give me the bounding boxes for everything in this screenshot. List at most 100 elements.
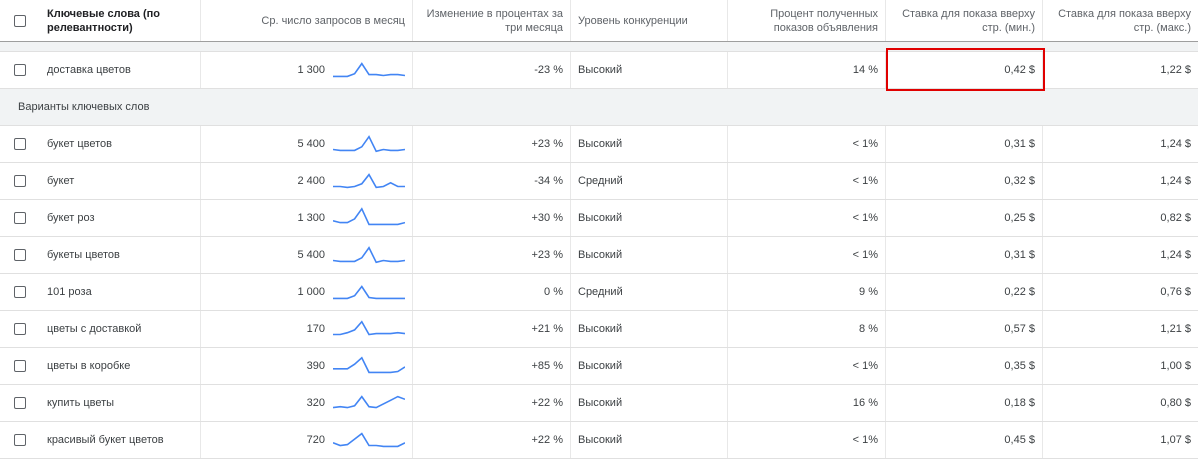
trend-sparkline — [333, 207, 405, 226]
bid-low-value: 0,31 $ — [1004, 249, 1035, 261]
trend-sparkline — [333, 173, 405, 189]
bid-low-value: 0,22 $ — [1004, 286, 1035, 298]
avg-value: 720 — [306, 434, 325, 446]
row-checkbox[interactable] — [14, 138, 26, 150]
share-cell: < 1% — [728, 422, 886, 458]
keyword-cell: красивый букет цветов — [40, 422, 201, 458]
change-cell: -23 % — [413, 52, 571, 88]
competition-cell: Средний — [571, 274, 728, 310]
row-checkbox[interactable] — [14, 286, 26, 298]
trend-sparkline — [333, 395, 405, 409]
header-impression-share[interactable]: Процент полученных показов объявления — [728, 0, 886, 41]
header-keyword[interactable]: Ключевые слова (по релевантности) — [40, 0, 201, 41]
bid-high-cell: 1,22 $ — [1043, 52, 1198, 88]
change-cell: +23 % — [413, 126, 571, 162]
select-all-checkbox[interactable] — [14, 14, 26, 27]
row-checkbox-cell — [0, 274, 40, 310]
group-heading: Варианты ключевых слов — [0, 89, 1198, 126]
header-share-label: Процент полученных показов объявления — [770, 7, 878, 34]
bid-low-cell: 0,57 $ — [886, 311, 1043, 347]
bid-low-cell: 0,42 $ — [886, 52, 1043, 88]
bid-high-cell: 0,76 $ — [1043, 274, 1198, 310]
competition-value: Высокий — [578, 397, 623, 409]
header-change[interactable]: Изменение в процентах за три месяца — [413, 0, 571, 41]
header-high-label: Ставка для показа вверху стр. (макс.) — [1058, 7, 1191, 34]
keyword-text: букеты цветов — [47, 249, 120, 261]
bid-low-value: 0,32 $ — [1004, 175, 1035, 187]
competition-value: Высокий — [578, 138, 623, 150]
row-checkbox-cell — [0, 52, 40, 88]
table-row: цветы в коробке 390 +85 % Высокий < 1% 0… — [0, 348, 1198, 385]
keyword-text: букет роз — [47, 212, 95, 224]
avg-value: 390 — [306, 360, 325, 372]
header-avg-label: Ср. число запросов в месяц — [261, 14, 405, 27]
avg-value: 1 300 — [297, 64, 325, 76]
header-spacer — [0, 42, 1198, 52]
row-checkbox[interactable] — [14, 397, 26, 409]
row-checkbox-cell — [0, 348, 40, 384]
trend-sparkline — [333, 135, 405, 153]
share-value: < 1% — [852, 249, 878, 261]
row-checkbox[interactable] — [14, 64, 26, 76]
keyword-cell: цветы с доставкой — [40, 311, 201, 347]
keyword-cell: цветы в коробке — [40, 348, 201, 384]
bid-low-value: 0,31 $ — [1004, 138, 1035, 150]
avg-cell: 5 400 — [201, 237, 413, 273]
header-bid-low[interactable]: Ставка для показа вверху стр. (мин.) — [886, 0, 1043, 41]
bid-high-cell: 1,00 $ — [1043, 348, 1198, 384]
table-header: Ключевые слова (по релевантности) Ср. чи… — [0, 0, 1198, 42]
keyword-text: красивый букет цветов — [47, 434, 164, 446]
keyword-text: купить цветы — [47, 397, 115, 409]
table-row: букет 2 400 -34 % Средний < 1% 0,32 $ 1,… — [0, 163, 1198, 200]
header-bid-high[interactable]: Ставка для показа вверху стр. (макс.) — [1043, 0, 1198, 41]
bid-high-value: 0,76 $ — [1160, 286, 1191, 298]
select-all-cell — [0, 0, 40, 41]
competition-cell: Высокий — [571, 126, 728, 162]
row-checkbox[interactable] — [14, 323, 26, 335]
keyword-cell: доставка цветов — [40, 52, 201, 88]
competition-value: Высокий — [578, 212, 623, 224]
competition-value: Высокий — [578, 64, 623, 76]
header-avg-searches[interactable]: Ср. число запросов в месяц — [201, 0, 413, 41]
bid-high-value: 1,24 $ — [1160, 249, 1191, 261]
change-cell: -34 % — [413, 163, 571, 199]
bid-high-cell: 0,82 $ — [1043, 200, 1198, 236]
keyword-cell: 101 роза — [40, 274, 201, 310]
header-keyword-label: Ключевые слова (по релевантности) — [47, 7, 161, 34]
bid-high-cell: 1,07 $ — [1043, 422, 1198, 458]
change-cell: +23 % — [413, 237, 571, 273]
change-value: -23 % — [534, 64, 563, 76]
bid-high-value: 0,80 $ — [1160, 397, 1191, 409]
bid-high-cell: 1,24 $ — [1043, 237, 1198, 273]
row-checkbox[interactable] — [14, 212, 26, 224]
table-row: букеты цветов 5 400 +23 % Высокий < 1% 0… — [0, 237, 1198, 274]
keyword-text: 101 роза — [47, 286, 92, 298]
bid-low-cell: 0,25 $ — [886, 200, 1043, 236]
bid-high-cell: 0,80 $ — [1043, 385, 1198, 421]
keyword-cell: букет роз — [40, 200, 201, 236]
keyword-text: букет — [47, 175, 75, 187]
row-checkbox[interactable] — [14, 249, 26, 261]
share-cell: < 1% — [728, 126, 886, 162]
share-value: < 1% — [852, 434, 878, 446]
header-competition[interactable]: Уровень конкуренции — [571, 0, 728, 41]
share-cell: 16 % — [728, 385, 886, 421]
row-checkbox[interactable] — [14, 175, 26, 187]
share-value: 16 % — [852, 397, 878, 409]
bid-high-value: 1,22 $ — [1160, 64, 1191, 76]
change-cell: +21 % — [413, 311, 571, 347]
competition-cell: Высокий — [571, 237, 728, 273]
row-checkbox[interactable] — [14, 360, 26, 372]
keyword-text: цветы с доставкой — [47, 323, 142, 335]
change-value: +22 % — [531, 434, 564, 446]
row-checkbox[interactable] — [14, 434, 26, 446]
row-checkbox-cell — [0, 385, 40, 421]
bid-high-value: 1,24 $ — [1160, 175, 1191, 187]
trend-sparkline — [333, 246, 405, 264]
bid-high-cell: 1,24 $ — [1043, 126, 1198, 162]
share-value: < 1% — [852, 212, 878, 224]
bid-low-value: 0,45 $ — [1004, 434, 1035, 446]
keyword-text: цветы в коробке — [47, 360, 131, 372]
bid-high-value: 1,24 $ — [1160, 138, 1191, 150]
bid-low-cell: 0,45 $ — [886, 422, 1043, 458]
